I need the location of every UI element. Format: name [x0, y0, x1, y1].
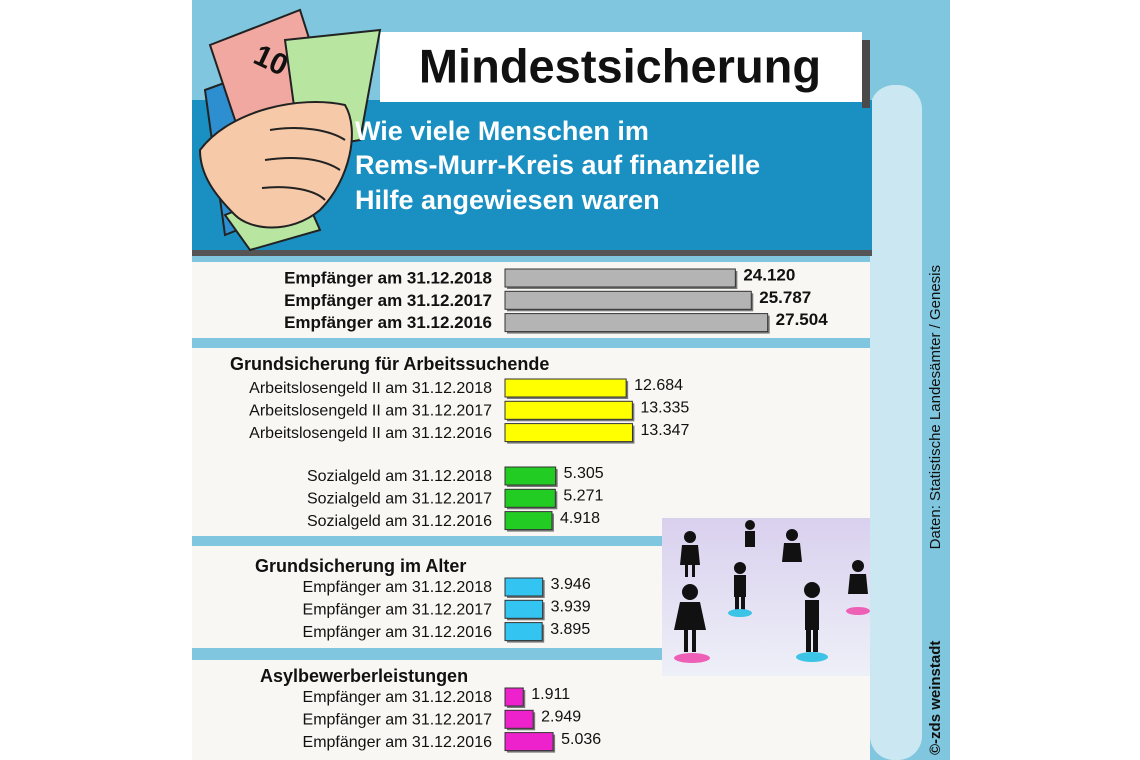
bar: [504, 400, 633, 420]
credit: ©-zds weinstadt: [927, 641, 944, 755]
bar: [504, 313, 769, 333]
bar: [504, 577, 544, 597]
bar: [504, 709, 534, 729]
photo: [662, 518, 870, 676]
bar: [504, 732, 554, 752]
bar: [504, 290, 752, 310]
category-label: Empfänger am 31.12.2016: [303, 624, 493, 641]
category-label: Arbeitslosengeld II am 31.12.2017: [249, 403, 492, 420]
title-box: [380, 32, 862, 102]
category-label: Sozialgeld am 31.12.2017: [307, 491, 492, 508]
side-column: [870, 85, 922, 760]
bar: [504, 423, 633, 443]
subtitle-line: Hilfe angewiesen waren: [355, 185, 660, 215]
bar: [504, 511, 553, 531]
value-label: 25.787: [759, 288, 811, 307]
value-label: 3.946: [551, 576, 591, 593]
value-label: 5.305: [564, 465, 604, 482]
money-illustration: 10: [198, 8, 382, 252]
title-shadow: [862, 40, 870, 108]
bar: [504, 687, 524, 707]
value-label: 4.918: [560, 510, 600, 527]
source: Daten: Statistische Landesämter / Genesi…: [927, 265, 944, 549]
value-label: 2.949: [541, 709, 581, 726]
bar: [504, 488, 556, 508]
category-label: Empfänger am 31.12.2017: [303, 602, 493, 619]
category-label: Arbeitslosengeld II am 31.12.2016: [249, 425, 492, 442]
value-label: 13.335: [640, 400, 689, 417]
bar: [504, 622, 543, 642]
value-label: 5.271: [563, 488, 603, 505]
value-label: 3.939: [551, 599, 591, 616]
value-label: 12.684: [634, 377, 683, 394]
subtitle-line: Wie viele Menschen im: [355, 116, 649, 146]
section-title: Asylbewerberleistungen: [260, 666, 468, 686]
value-label: 24.120: [743, 265, 795, 284]
value-label: 13.347: [640, 422, 689, 439]
value-label: 1.911: [531, 686, 570, 703]
category-label: Empfänger am 31.12.2018: [284, 268, 492, 287]
category-label: Empfänger am 31.12.2018: [303, 689, 493, 706]
bar: [504, 466, 557, 486]
category-label: Empfänger am 31.12.2017: [284, 291, 492, 310]
section-title: Grundsicherung für Arbeitssuchende: [230, 354, 549, 374]
value-label: 3.895: [550, 621, 590, 638]
category-label: Empfänger am 31.12.2016: [303, 734, 493, 751]
category-label: Empfänger am 31.12.2018: [303, 579, 493, 596]
category-label: Arbeitslosengeld II am 31.12.2018: [249, 380, 492, 397]
title: Mindestsicherung: [419, 39, 821, 92]
band-shadow: [192, 250, 872, 256]
bar: [504, 378, 627, 398]
subtitle-line: Rems-Murr-Kreis auf finanzielle: [355, 150, 760, 180]
bar: [504, 599, 544, 619]
value-label: 5.036: [561, 731, 601, 748]
category-label: Sozialgeld am 31.12.2016: [307, 513, 492, 530]
value-label: 27.504: [776, 310, 829, 329]
category-label: Empfänger am 31.12.2017: [303, 712, 493, 729]
category-label: Sozialgeld am 31.12.2018: [307, 468, 492, 485]
category-label: Empfänger am 31.12.2016: [284, 313, 492, 332]
section-title: Grundsicherung im Alter: [255, 556, 466, 576]
bar: [504, 268, 736, 288]
